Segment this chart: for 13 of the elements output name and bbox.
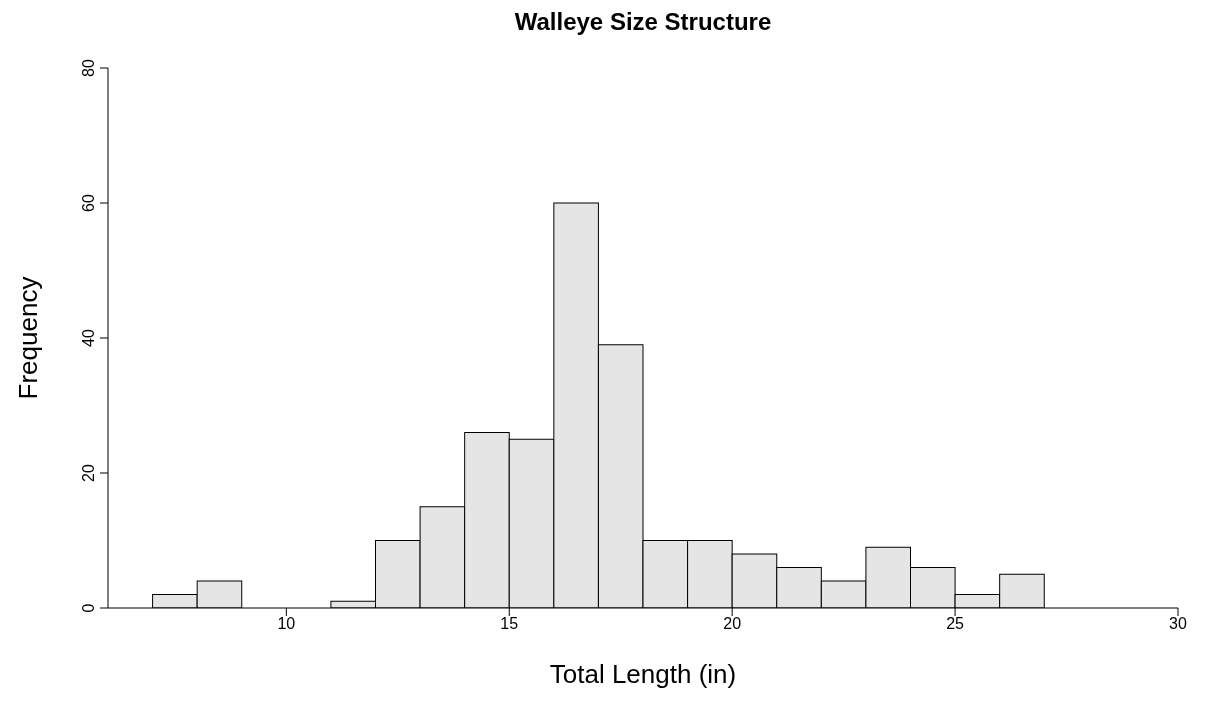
x-tick-label: 30 [1169,615,1187,633]
chart-title: Walleye Size Structure [513,8,773,37]
y-tick-label: 40 [80,329,97,347]
y-tick-label: 20 [80,464,97,482]
x-tick-label: 20 [723,615,742,633]
y-tick-label: 60 [80,194,97,212]
y-axis-title: Frequency [13,276,44,400]
x-tick-label: 10 [277,615,296,633]
y-tick-label: 80 [80,59,97,77]
x-tick-label: 25 [946,615,965,633]
x-axis-title: Total Length (in) [549,659,737,689]
y-tick-label: 0 [80,603,97,613]
x-tick-label: 15 [500,615,519,633]
